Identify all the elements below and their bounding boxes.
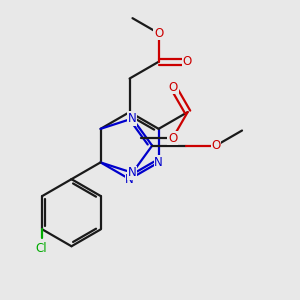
Text: O: O <box>168 132 177 145</box>
Text: N: N <box>128 166 137 179</box>
Text: O: O <box>169 81 178 94</box>
Text: O: O <box>154 27 163 40</box>
Text: N: N <box>154 156 163 169</box>
Text: Cl: Cl <box>35 242 47 255</box>
Text: O: O <box>211 139 220 152</box>
Text: N: N <box>125 173 134 186</box>
Text: O: O <box>182 55 192 68</box>
Text: N: N <box>128 112 137 125</box>
